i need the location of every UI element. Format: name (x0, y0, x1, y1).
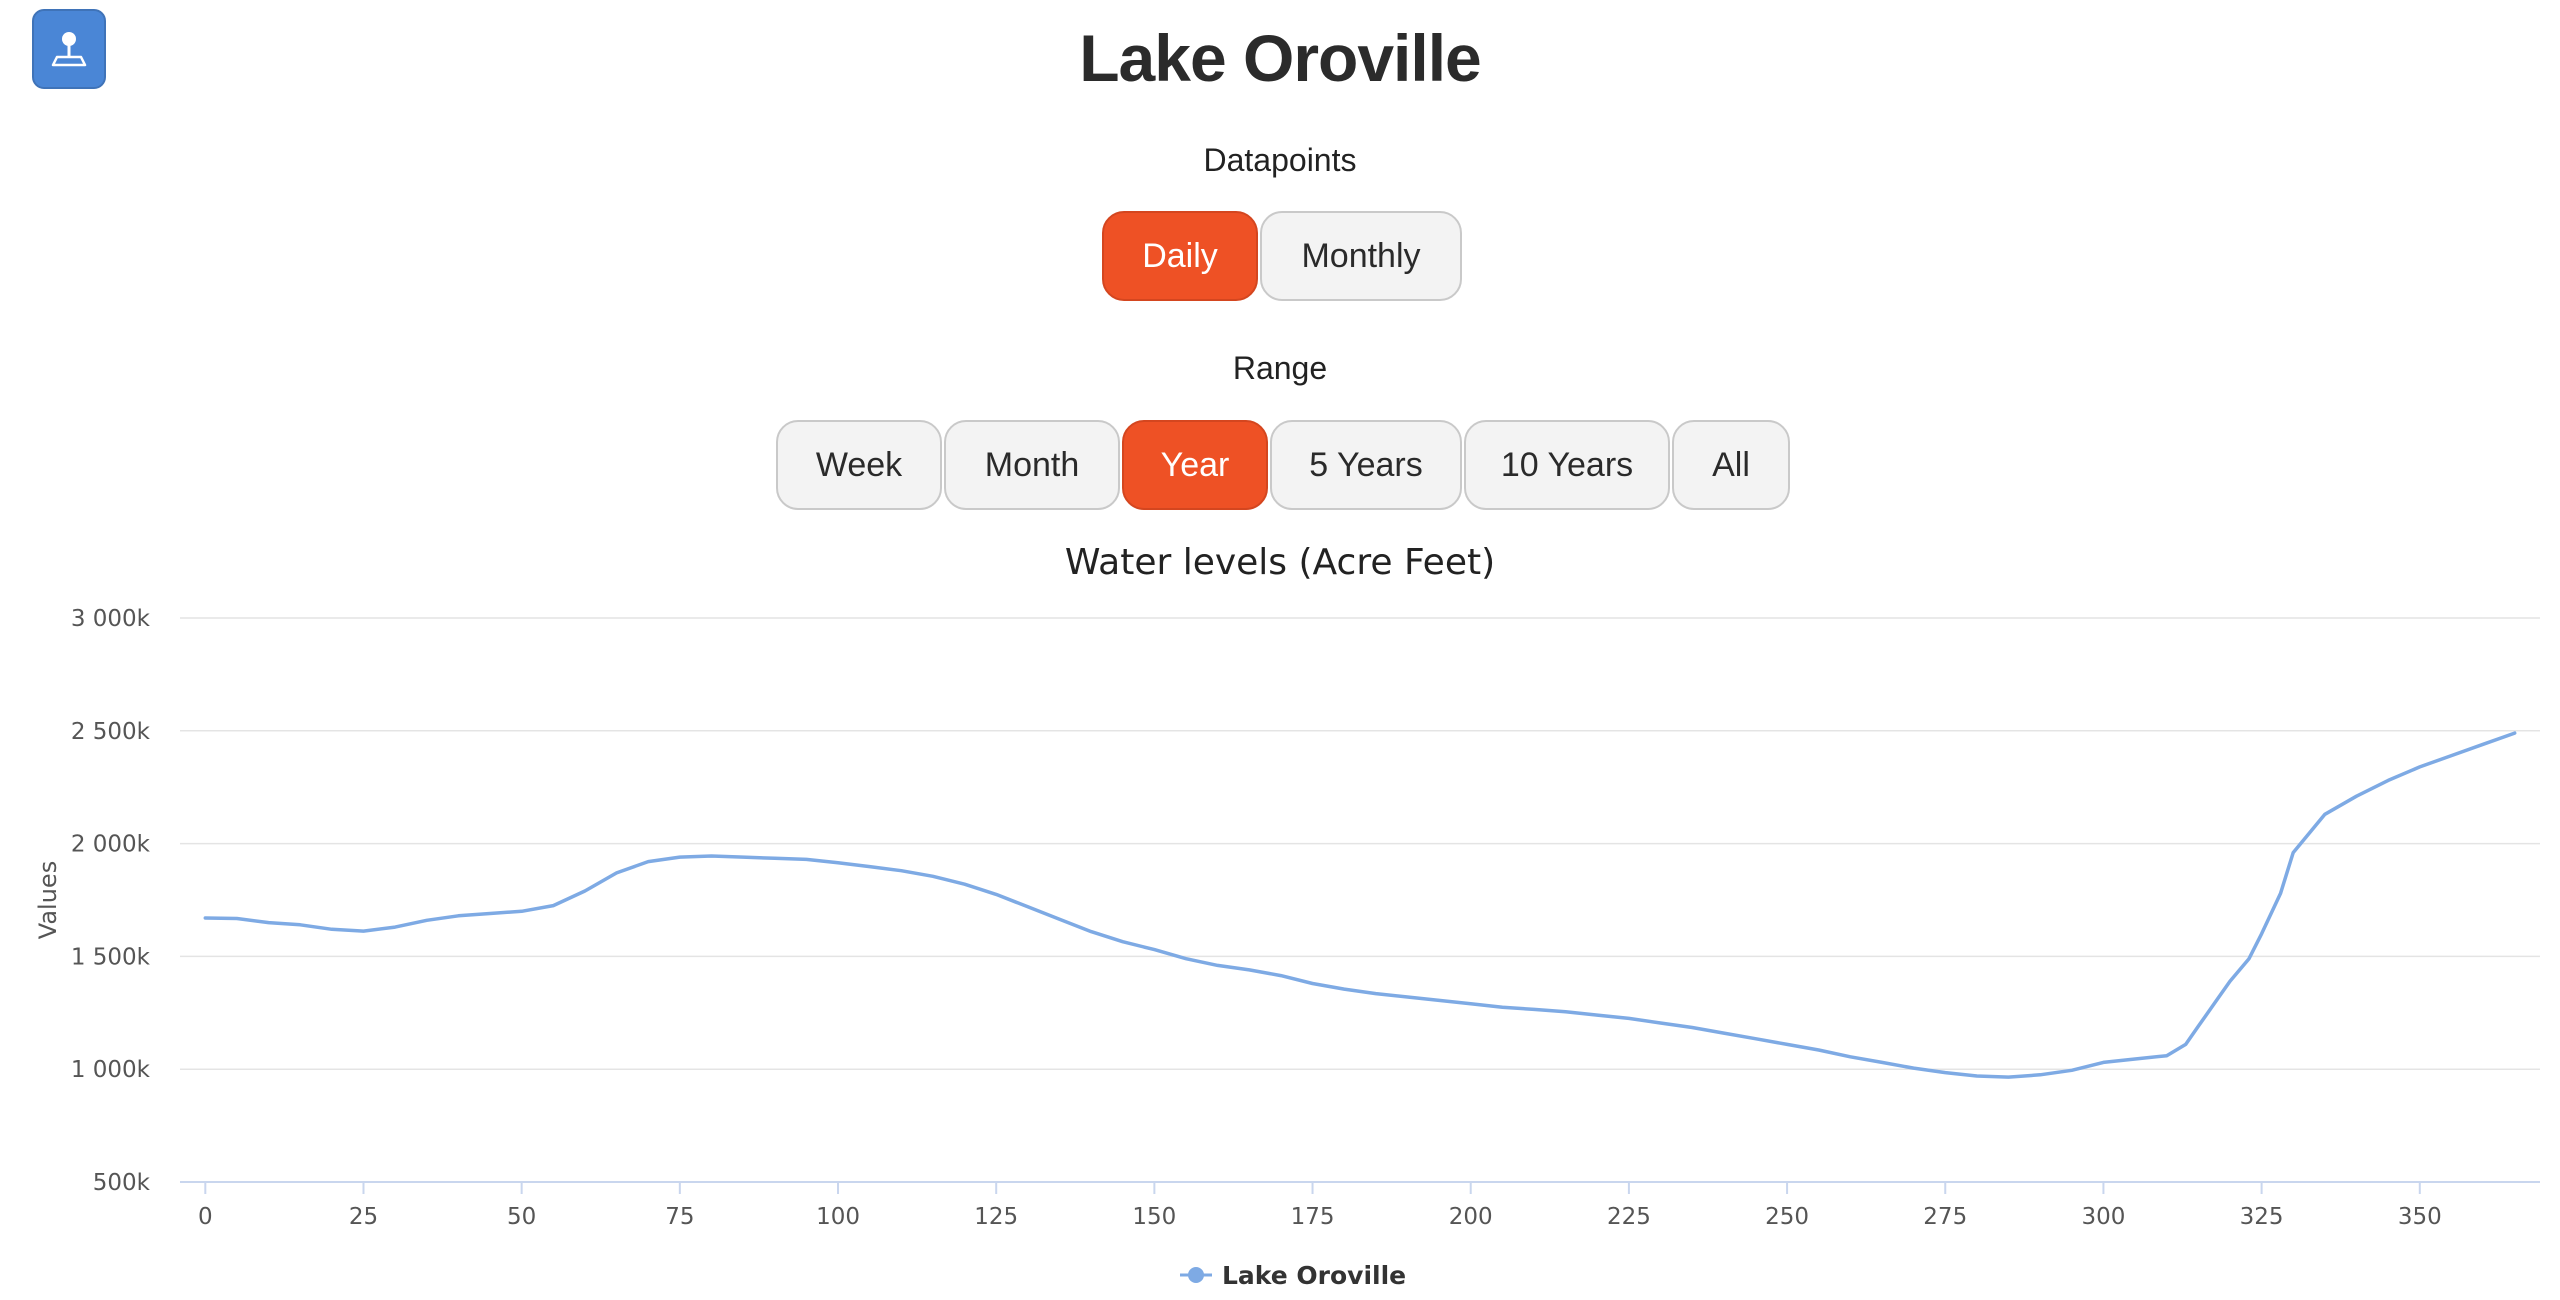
x-tick-label-3: 75 (665, 1204, 694, 1230)
range-week-button[interactable]: Week (776, 420, 942, 510)
range-5-years-button[interactable]: 5 Years (1270, 420, 1462, 510)
x-tick-label-7: 175 (1291, 1204, 1335, 1230)
y-axis-ticks: 500k 1 000k 1 500k 2 000k 2 500k 3 000k (71, 606, 151, 1196)
x-tick-label-8: 200 (1449, 1204, 1493, 1230)
x-tick-label-5: 125 (974, 1204, 1018, 1230)
x-tick-label-11: 275 (1923, 1204, 1967, 1230)
y-tick-label-4: 2 500k (71, 719, 151, 745)
x-tick-label-12: 300 (2081, 1204, 2125, 1230)
x-tick-label-4: 100 (816, 1204, 860, 1230)
map-pin-icon (51, 32, 87, 67)
x-tick-label-14: 350 (2398, 1204, 2442, 1230)
x-tick-label-10: 250 (1765, 1204, 1809, 1230)
chart-legend[interactable]: Lake Oroville (1180, 1261, 1406, 1290)
datapoints-monthly-button[interactable]: Monthly (1260, 211, 1462, 301)
x-tick-label-1: 25 (349, 1204, 378, 1230)
page-title: Lake Oroville (1079, 21, 1482, 95)
datapoints-button-group: Daily Monthly (1102, 211, 1462, 301)
range-button-group: Week Month Year 5 Years 10 Years All (776, 420, 1790, 510)
legend-dot-marker (1188, 1267, 1204, 1283)
chart-title: Water levels (Acre Feet) (1065, 542, 1495, 583)
y-tick-label-0: 500k (93, 1170, 151, 1196)
map-button[interactable] (32, 9, 106, 89)
y-tick-label-1: 1 000k (71, 1057, 151, 1083)
water-level-chart: Water levels (Acre Feet) 500k 1 000k 1 500… (34, 542, 2540, 1290)
range-all-button[interactable]: All (1672, 420, 1790, 510)
range-label: Range (1232, 350, 1328, 386)
y-tick-label-5: 3 000k (71, 606, 151, 632)
x-axis-ticks: 0 25 50 75 100 125 150 175 200 225 250 275 300 325 350 (180, 1181, 2540, 1230)
y-axis-label: Values (34, 861, 62, 939)
chart-grid (180, 617, 2540, 1070)
range-month-button[interactable]: Month (944, 420, 1120, 510)
y-tick-label-3: 2 000k (71, 832, 151, 858)
datapoints-daily-button[interactable]: Daily (1102, 211, 1258, 301)
series-layer (203, 731, 2517, 1079)
x-tick-label-6: 150 (1132, 1204, 1176, 1230)
x-tick-label-0: 0 (198, 1204, 213, 1230)
range-10-years-button[interactable]: 10 Years (1464, 420, 1670, 510)
series-line-lake-oroville (203, 731, 2517, 1079)
x-tick-label-2: 50 (507, 1204, 536, 1230)
datapoints-label: Datapoints (1203, 142, 1357, 178)
x-tick-label-9: 225 (1607, 1204, 1651, 1230)
y-tick-label-2: 1 500k (71, 944, 151, 970)
x-tick-label-13: 325 (2240, 1204, 2284, 1230)
range-year-button[interactable]: Year (1122, 420, 1268, 510)
legend-label: Lake Oroville (1222, 1261, 1406, 1290)
